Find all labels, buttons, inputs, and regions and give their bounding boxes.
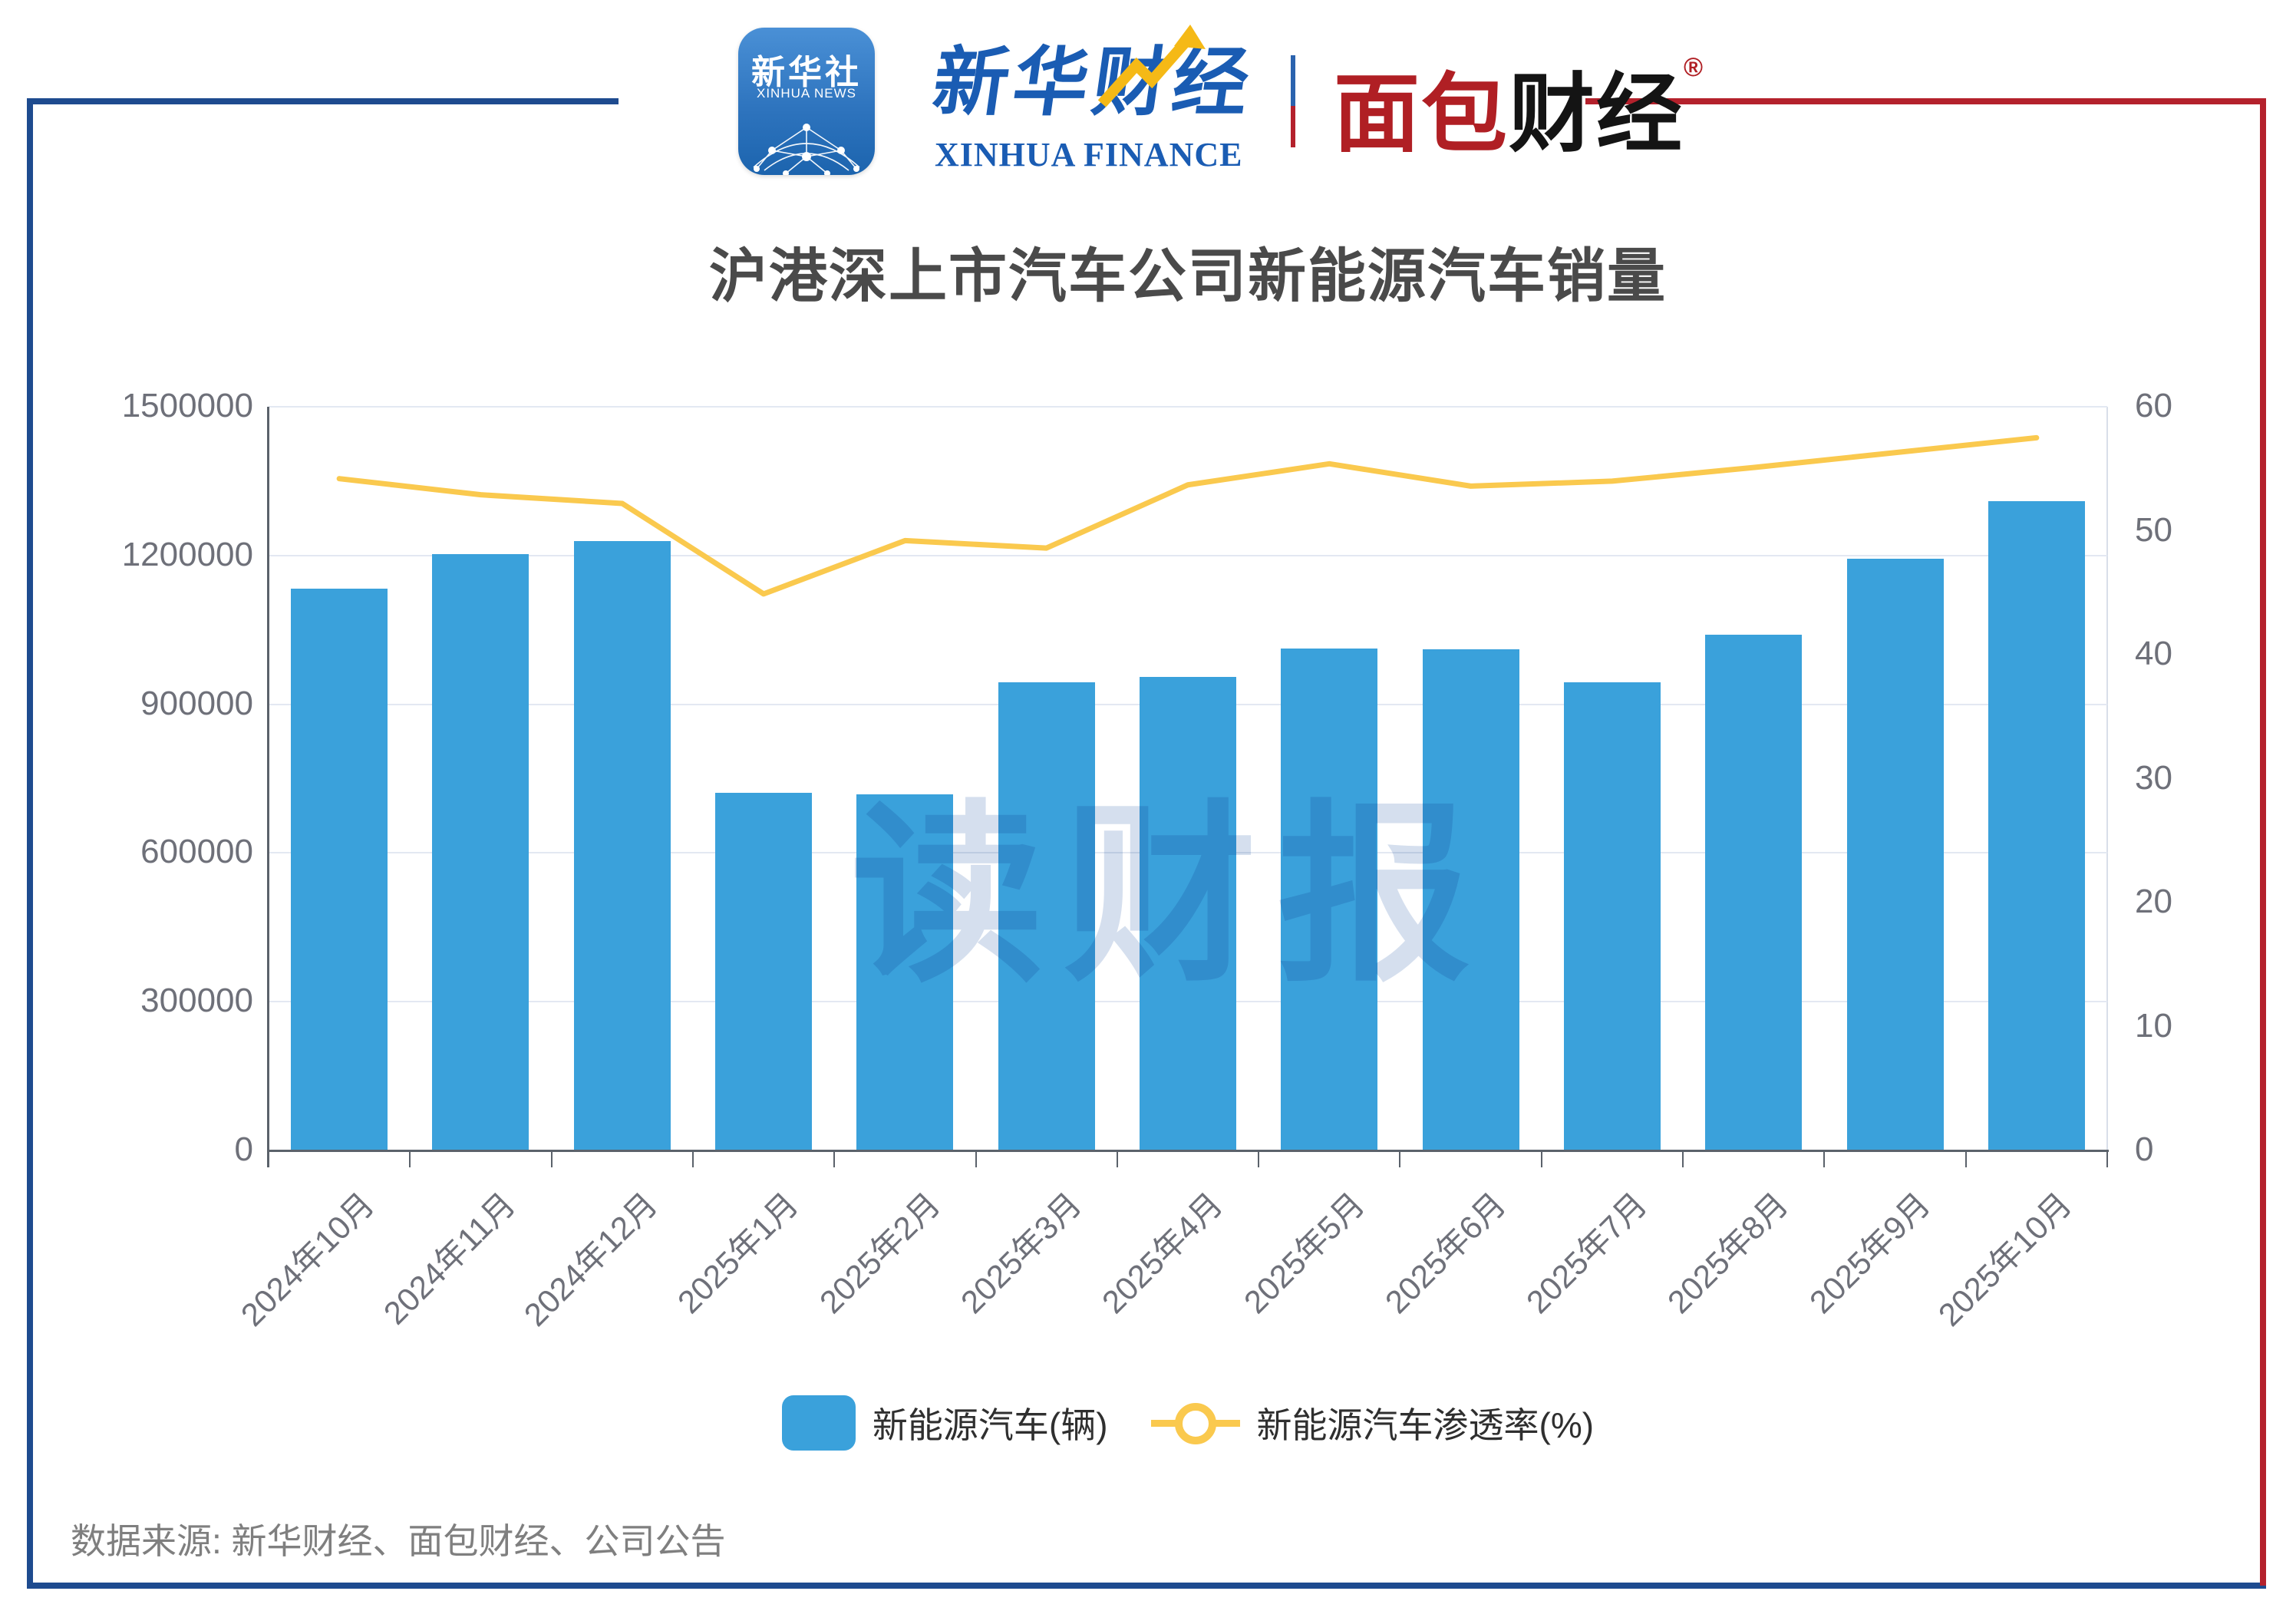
frame-bottom-border [27, 1583, 2266, 1589]
xinhua-news-logo: 新华社 XINHUA NEWS [738, 28, 875, 175]
legend-item-bar-series[interactable]: 新能源汽车(辆) [781, 1395, 1108, 1451]
right-y-axis-line [2106, 407, 2108, 1150]
bar-2025年1月[interactable] [715, 792, 813, 1150]
bar-2025年6月[interactable] [1422, 649, 1519, 1150]
xinhua-finance-logo: 新华财经 XINHUA FINANCE [928, 21, 1280, 174]
x-axis-label: 2025年8月 [1661, 1186, 1796, 1321]
left-y-axis-tick-label: 300000 [140, 982, 253, 1020]
bar-2024年10月[interactable] [291, 589, 388, 1150]
x-axis-tick [833, 1150, 836, 1167]
bar-2024年11月[interactable] [432, 553, 529, 1150]
bar-2024年12月[interactable] [573, 541, 671, 1150]
frame-left-border [27, 98, 33, 1589]
mianbao-logo-part1: 面包 [1334, 66, 1509, 162]
bar-2025年10月[interactable] [1988, 501, 2085, 1150]
x-axis-tick [409, 1150, 411, 1167]
x-axis-label: 2024年10月 [233, 1186, 381, 1333]
line-series-marker-icon [1150, 1395, 1240, 1451]
gridline [269, 406, 2107, 408]
bar-2025年9月[interactable] [1846, 559, 1944, 1150]
x-axis-line [269, 1150, 2109, 1152]
x-axis-label: 2024年12月 [516, 1186, 665, 1333]
network-globe-icon [753, 124, 860, 175]
legend-label-line-series: 新能源汽车渗透率(%) [1256, 1405, 1595, 1445]
legend-item-line-series[interactable]: 新能源汽车渗透率(%) [1150, 1395, 1595, 1451]
x-axis-tick [268, 1150, 269, 1167]
legend-label-bar-series: 新能源汽车(辆) [872, 1405, 1108, 1445]
x-axis-tick [550, 1150, 553, 1167]
right-y-axis-tick-label: 0 [2135, 1131, 2154, 1168]
x-axis-tick [1964, 1150, 1967, 1167]
left-y-axis-tick-label: 0 [234, 1131, 253, 1168]
frame-right-border [2260, 100, 2266, 1586]
finance-arrow-icon [1097, 25, 1206, 107]
x-axis-label: 2025年7月 [1519, 1186, 1654, 1321]
registered-trademark-icon: ® [1684, 53, 1705, 82]
bar-2025年5月[interactable] [1281, 648, 1378, 1150]
x-axis-label: 2025年1月 [671, 1186, 806, 1321]
x-axis-label: 2025年6月 [1377, 1186, 1513, 1321]
xinhua-finance-logo-en: XINHUA FINANCE [935, 136, 1243, 173]
left-y-axis-tick-label: 1200000 [121, 535, 253, 573]
left-y-axis-line [267, 407, 269, 1167]
x-axis-tick [1540, 1150, 1542, 1167]
left-y-axis-tick-label: 900000 [140, 684, 253, 722]
x-axis-label: 2025年10月 [1931, 1186, 2079, 1333]
mianbao-finance-logo: 面包财经® [1334, 45, 1704, 169]
x-axis-tick [2106, 1150, 2108, 1167]
left-y-axis-tick-label: 600000 [140, 833, 253, 871]
xinhua-news-logo-en: XINHUA NEWS [756, 86, 857, 101]
chart-legend: 新能源汽车(辆) 新能源汽车渗透率(%) [269, 1395, 2107, 1451]
right-y-axis-tick-label: 50 [2135, 510, 2172, 549]
frame-top-left-segment [27, 98, 619, 104]
bar-2025年7月[interactable] [1563, 682, 1661, 1150]
x-axis-tick [1258, 1150, 1260, 1167]
data-source-note: 数据来源: 新华财经、面包财经、公司公告 [71, 1521, 726, 1561]
bar-series-swatch-icon [781, 1395, 856, 1451]
left-y-axis-tick-label: 1500000 [121, 387, 253, 424]
mianbao-logo-part2: 财经 [1509, 66, 1684, 162]
xinhua-news-logo-cn: 新华社 [751, 54, 862, 91]
x-axis-label: 2025年2月 [812, 1186, 947, 1321]
x-axis-tick [1116, 1150, 1118, 1167]
x-axis-tick [1823, 1150, 1826, 1167]
x-axis-label: 2025年9月 [1802, 1186, 1937, 1321]
right-y-axis-tick-label: 30 [2135, 758, 2172, 797]
frame-top-right-segment [1585, 98, 2266, 104]
bar-2025年2月[interactable] [856, 794, 954, 1150]
right-y-axis-tick-label: 20 [2135, 883, 2172, 920]
bar-2025年3月[interactable] [998, 682, 1095, 1150]
x-axis-label: 2025年4月 [1095, 1186, 1230, 1321]
bar-2025年4月[interactable] [1140, 677, 1236, 1150]
x-axis-tick [691, 1150, 694, 1167]
right-y-axis-tick-label: 10 [2135, 1006, 2172, 1045]
gridline [269, 554, 2107, 556]
x-axis-tick [1399, 1150, 1401, 1167]
bar-2025年8月[interactable] [1705, 634, 1803, 1150]
right-y-axis-tick-label: 40 [2135, 635, 2172, 672]
header-divider [1291, 55, 1295, 147]
x-axis-label: 2024年11月 [377, 1186, 523, 1332]
x-axis-tick [975, 1150, 977, 1167]
x-axis-label: 2025年3月 [953, 1186, 1089, 1321]
chart-title: 沪港深上市汽车公司新能源汽车销量 [709, 244, 1667, 309]
x-axis-tick [1682, 1150, 1684, 1167]
right-y-axis-tick-label: 60 [2135, 387, 2172, 424]
x-axis-label: 2025年5月 [1236, 1186, 1371, 1321]
